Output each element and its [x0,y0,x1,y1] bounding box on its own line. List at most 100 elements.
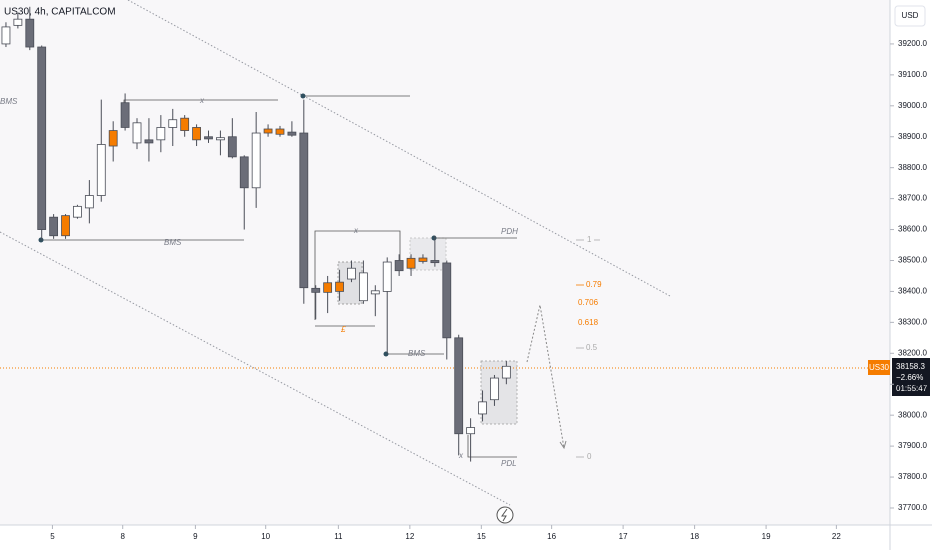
candle-body [132,122,142,144]
fib-level: 0.618 [578,318,599,327]
pivot-dot [38,237,44,243]
y-tick-label: 38600.0 [898,225,927,234]
y-tick-label: 38900.0 [898,132,927,141]
y-tick-label: 38200.0 [898,348,927,357]
annotation: x [199,96,205,105]
candle-body [287,131,297,136]
candle-body [144,139,154,144]
y-tick-label: 39000.0 [898,101,927,110]
y-tick-label: 37700.0 [898,503,927,512]
annotation: x [353,226,359,235]
x-tick-label: 19 [762,532,771,541]
x-tick-label: 9 [193,532,198,541]
candle-body [49,216,59,237]
candle-body [1,26,11,45]
candle-body [370,290,380,295]
x-tick-label: 12 [405,532,414,541]
candle-body [454,337,464,435]
channel-line [127,0,671,297]
x-tick-label: 16 [547,532,556,541]
currency[interactable]: USD [902,11,919,20]
pivot-dot [300,93,306,99]
candle-body [275,128,285,135]
x-tick-label: 8 [120,532,125,541]
candle-body [251,132,261,189]
candle-body [430,260,440,264]
y-tick-label: 38700.0 [898,194,927,203]
symbol-badge [868,360,890,375]
candle-body [311,287,321,293]
candle-body [120,102,130,128]
candle-body [156,127,166,141]
fib-level: 0.79 [586,280,602,289]
fib-level: 0 [587,452,592,461]
y-tick-label: 37900.0 [898,441,927,450]
badge-countdown: 01:55:47 [896,384,928,393]
y-tick-label: 38800.0 [898,163,927,172]
candle-body [263,128,273,134]
candle-body [466,427,476,435]
y-tick-label: 39200.0 [898,39,927,48]
y-tick-label: 38100.0 [898,379,927,388]
candle-body [358,272,368,302]
candle-body [192,127,201,141]
fib-dashes [576,239,600,458]
candle-body [84,195,94,209]
zone [409,237,447,271]
x-tick-label: 18 [690,532,699,541]
candle-body [13,18,23,26]
candle-body [335,281,344,292]
chart-title: US30, 4h, CAPITALCOM [4,7,116,18]
candle-body [108,130,118,147]
candle-body [323,282,333,293]
replay-button[interactable] [496,506,514,524]
candle-body [394,260,404,272]
zone [480,360,518,425]
structure-lines [41,95,517,458]
y-tick-label: 37800.0 [898,472,927,481]
annotation: x [458,451,464,460]
candle-body [347,267,356,280]
candle-body [37,46,47,230]
y-tick-label: 38400.0 [898,287,927,296]
currency-button[interactable] [894,5,926,27]
annotation: BMS [164,238,182,247]
badge-price: 38158.3 [896,362,925,371]
candle-body [442,262,452,339]
x-tick-label: 17 [619,532,628,541]
lightning-icon [501,508,508,522]
price-badge [892,358,930,396]
candle-body [478,401,487,415]
x-tick-label: 11 [334,532,343,541]
candle-body [180,117,190,131]
y-tick-label: 39100.0 [898,70,927,79]
candle-body [25,18,35,48]
fib-level: 0.5 [586,343,598,352]
fib-level: 0.706 [578,298,599,307]
candle-body [406,257,416,269]
candle-body [168,119,178,128]
candle-body [490,377,499,401]
candle-body [501,365,511,379]
candle-body [382,261,392,292]
candle-body [299,132,309,289]
annotation: PDH [501,227,518,236]
y-tick-label: 38000.0 [898,410,927,419]
annotation: BMS [408,349,426,358]
x-tick-label: 22 [832,532,841,541]
candle-body [418,257,428,262]
candle-body [96,144,106,196]
badge-change: −2.66% [896,373,923,382]
candle-body [61,215,70,237]
arrow-head [559,440,567,450]
badge-symbol: US30 [869,363,890,372]
candle-body [204,136,213,140]
candle-body [216,137,225,141]
x-tick-label: 5 [50,532,55,541]
annotation: £ [340,325,346,334]
y-tick-label: 38500.0 [898,256,927,265]
candle-body [227,136,237,158]
fib-level: 1 [587,235,592,244]
pivot-dot [431,235,437,241]
